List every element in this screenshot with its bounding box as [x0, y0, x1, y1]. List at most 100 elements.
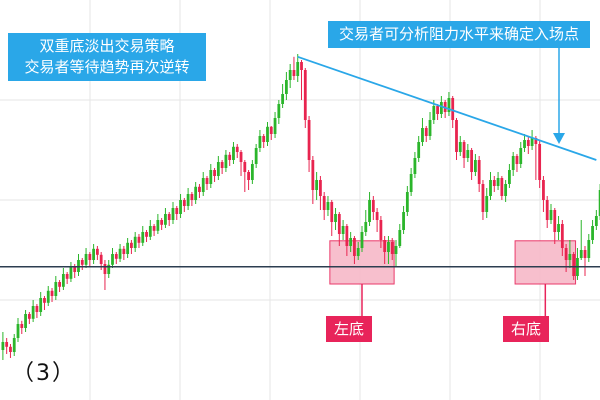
- candle-bear: [262, 136, 266, 142]
- candle-bear: [80, 260, 84, 265]
- candle-bear: [319, 180, 322, 196]
- candle-bull: [549, 210, 553, 220]
- candle-bear: [534, 138, 538, 144]
- candle-bear: [88, 254, 92, 260]
- candle-bull: [326, 202, 330, 210]
- candle-bull: [368, 200, 371, 222]
- candle-bull: [216, 162, 220, 176]
- candle-bull: [508, 170, 511, 184]
- strategy-callout-line2: 交易者等待趋势再次逆转: [24, 58, 190, 76]
- candle-bull: [69, 266, 73, 279]
- candle-bear: [292, 70, 296, 76]
- candle-bear: [5, 342, 9, 347]
- candle-bear: [235, 146, 239, 152]
- candle-bull: [587, 240, 591, 258]
- candle-bull: [148, 226, 152, 237]
- candle-bear: [130, 242, 133, 248]
- candle-bull: [473, 160, 477, 172]
- candle-bear: [353, 238, 356, 256]
- candle-bear: [27, 314, 31, 319]
- candle-bull: [417, 142, 421, 158]
- candle-bull: [186, 194, 190, 206]
- candle-bear: [424, 128, 428, 136]
- candle-bull: [24, 314, 27, 328]
- candle-bull: [458, 142, 462, 152]
- candle-bear: [383, 240, 387, 252]
- candle-bull: [421, 128, 424, 142]
- candle-bear: [20, 324, 24, 328]
- candle-bear: [583, 250, 587, 258]
- candle-bear: [371, 200, 375, 212]
- candle-bull: [171, 208, 175, 220]
- candle-bear: [58, 282, 61, 287]
- candle-bear: [451, 98, 455, 120]
- candle-bull: [349, 238, 353, 246]
- candle-bull: [413, 158, 417, 174]
- candle-bull: [46, 290, 50, 303]
- candle-bull: [224, 154, 228, 168]
- candle-bull: [111, 254, 114, 265]
- candle-bear: [160, 220, 164, 225]
- candle-bear: [542, 180, 545, 200]
- candle-bull: [387, 242, 390, 252]
- candle-bear: [50, 290, 54, 296]
- candle-bull: [519, 148, 523, 164]
- candle-bear: [269, 126, 273, 134]
- candle-bull: [360, 232, 364, 248]
- candle-bull: [179, 200, 182, 214]
- candle-bear: [477, 160, 481, 184]
- candle-bull: [92, 248, 96, 260]
- candle-bull: [598, 190, 600, 216]
- candle-bear: [538, 144, 542, 180]
- candle-bull: [107, 264, 111, 274]
- candle-bear: [247, 172, 250, 180]
- candle-bull: [557, 224, 560, 232]
- candle-bear: [311, 160, 315, 190]
- candle-bear: [515, 156, 519, 164]
- candle-bear: [462, 142, 466, 158]
- candles: [1, 54, 600, 360]
- candle-bull: [334, 214, 337, 222]
- candle-bull: [232, 146, 235, 160]
- candle-bull: [126, 242, 130, 254]
- candle-bull: [591, 226, 594, 240]
- trend-lines: [0, 46, 600, 268]
- entry-callout: 交易者可分析阻力水平来确定入场点: [328, 21, 590, 48]
- candle-bear: [99, 254, 103, 264]
- bottom-zones: [329, 240, 577, 316]
- candle-bull: [432, 106, 436, 120]
- candle-bear: [43, 298, 46, 303]
- candle-bull: [579, 250, 583, 258]
- candle-bear: [375, 212, 379, 220]
- candle-bear: [500, 178, 504, 196]
- candle-bear: [436, 106, 439, 114]
- candle-bull: [504, 184, 508, 196]
- candle-bull: [54, 282, 58, 296]
- candle-bull: [485, 196, 489, 212]
- candle-bull: [164, 214, 167, 225]
- candle-bear: [560, 224, 564, 248]
- candle-bull: [31, 306, 35, 319]
- candle-bear: [526, 140, 530, 146]
- strategy-callout-line1: 双重底淡出交易策略: [39, 37, 175, 55]
- candle-bull: [254, 148, 258, 164]
- candle-bull: [16, 324, 20, 338]
- candle-bull: [402, 212, 405, 230]
- candle-bear: [379, 220, 383, 240]
- left-bottom-label: 左底: [326, 316, 372, 342]
- candle-bear: [213, 170, 216, 176]
- figure-number: （3）: [12, 361, 76, 386]
- candle-bull: [356, 248, 360, 256]
- strategy-callout: 双重底淡出交易策略 交易者等待趋势再次逆转: [8, 33, 206, 81]
- candle-bull: [84, 254, 88, 265]
- candle-bull: [288, 70, 292, 80]
- candle-bull: [496, 178, 500, 186]
- candle-bear: [122, 248, 126, 254]
- candle-bear: [470, 150, 474, 172]
- candle-bull: [428, 120, 432, 136]
- right-bottom-label: 右底: [503, 316, 549, 342]
- candle-bull: [133, 236, 137, 248]
- candle-bull: [266, 126, 269, 142]
- candle-bull: [447, 98, 451, 112]
